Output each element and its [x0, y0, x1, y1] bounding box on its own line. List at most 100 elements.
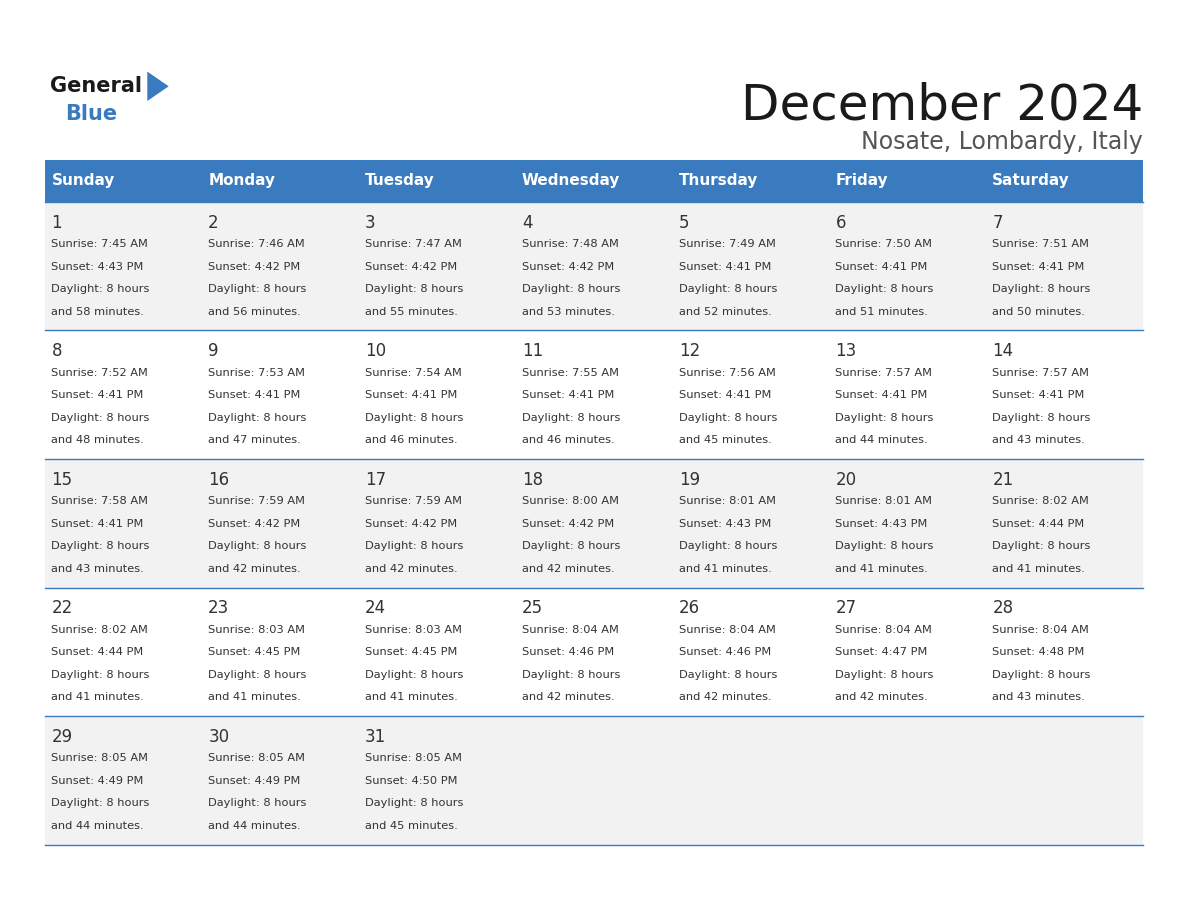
Text: and 41 minutes.: and 41 minutes.: [208, 692, 301, 702]
Text: and 41 minutes.: and 41 minutes.: [365, 692, 457, 702]
Text: 2: 2: [208, 214, 219, 231]
Text: Sunrise: 7:46 AM: Sunrise: 7:46 AM: [208, 240, 305, 249]
Text: Friday: Friday: [835, 174, 889, 188]
Text: Sunset: 4:46 PM: Sunset: 4:46 PM: [522, 647, 614, 657]
Text: Sunset: 4:44 PM: Sunset: 4:44 PM: [51, 647, 144, 657]
Text: and 41 minutes.: and 41 minutes.: [678, 564, 771, 574]
Text: Sunrise: 8:03 AM: Sunrise: 8:03 AM: [365, 625, 462, 634]
Text: Sunrise: 7:57 AM: Sunrise: 7:57 AM: [992, 368, 1089, 377]
Text: Sunrise: 7:59 AM: Sunrise: 7:59 AM: [208, 497, 305, 506]
Text: December 2024: December 2024: [740, 82, 1143, 129]
Text: 6: 6: [835, 214, 846, 231]
Text: Sunrise: 8:00 AM: Sunrise: 8:00 AM: [522, 497, 619, 506]
Polygon shape: [147, 72, 169, 101]
Text: 11: 11: [522, 342, 543, 360]
Text: 8: 8: [51, 342, 62, 360]
Text: 20: 20: [835, 471, 857, 488]
Text: Sunrise: 8:03 AM: Sunrise: 8:03 AM: [208, 625, 305, 634]
Text: and 47 minutes.: and 47 minutes.: [208, 435, 301, 445]
Text: Sunrise: 7:48 AM: Sunrise: 7:48 AM: [522, 240, 619, 249]
Text: Sunrise: 8:04 AM: Sunrise: 8:04 AM: [522, 625, 619, 634]
Text: Sunrise: 8:04 AM: Sunrise: 8:04 AM: [992, 625, 1089, 634]
Text: Sunset: 4:42 PM: Sunset: 4:42 PM: [522, 262, 614, 272]
Text: Daylight: 8 hours: Daylight: 8 hours: [365, 413, 463, 422]
Text: and 42 minutes.: and 42 minutes.: [522, 564, 614, 574]
Text: Sunrise: 8:05 AM: Sunrise: 8:05 AM: [208, 754, 305, 763]
Text: Sunset: 4:41 PM: Sunset: 4:41 PM: [992, 390, 1085, 400]
Text: Daylight: 8 hours: Daylight: 8 hours: [51, 413, 150, 422]
Text: Sunset: 4:47 PM: Sunset: 4:47 PM: [835, 647, 928, 657]
Text: 24: 24: [365, 599, 386, 617]
Text: Sunrise: 7:49 AM: Sunrise: 7:49 AM: [678, 240, 776, 249]
Text: Daylight: 8 hours: Daylight: 8 hours: [51, 542, 150, 551]
Text: and 41 minutes.: and 41 minutes.: [992, 564, 1085, 574]
Text: Daylight: 8 hours: Daylight: 8 hours: [51, 285, 150, 294]
Text: Daylight: 8 hours: Daylight: 8 hours: [835, 413, 934, 422]
Text: Sunset: 4:41 PM: Sunset: 4:41 PM: [678, 390, 771, 400]
Text: Sunset: 4:42 PM: Sunset: 4:42 PM: [365, 262, 457, 272]
Text: and 46 minutes.: and 46 minutes.: [365, 435, 457, 445]
Text: Thursday: Thursday: [678, 174, 758, 188]
Text: and 41 minutes.: and 41 minutes.: [51, 692, 144, 702]
Text: Sunset: 4:49 PM: Sunset: 4:49 PM: [208, 776, 301, 786]
Text: and 42 minutes.: and 42 minutes.: [208, 564, 301, 574]
Text: Sunset: 4:44 PM: Sunset: 4:44 PM: [992, 519, 1085, 529]
Text: and 46 minutes.: and 46 minutes.: [522, 435, 614, 445]
Text: Daylight: 8 hours: Daylight: 8 hours: [365, 799, 463, 808]
Text: 30: 30: [208, 728, 229, 745]
Text: Sunset: 4:43 PM: Sunset: 4:43 PM: [835, 519, 928, 529]
Text: Daylight: 8 hours: Daylight: 8 hours: [522, 413, 620, 422]
Text: 22: 22: [51, 599, 72, 617]
Text: Sunset: 4:42 PM: Sunset: 4:42 PM: [208, 262, 301, 272]
Text: Sunrise: 7:56 AM: Sunrise: 7:56 AM: [678, 368, 776, 377]
Bar: [45, 459, 1143, 588]
Text: Daylight: 8 hours: Daylight: 8 hours: [51, 799, 150, 808]
Text: Sunset: 4:41 PM: Sunset: 4:41 PM: [51, 390, 144, 400]
Text: Sunrise: 7:55 AM: Sunrise: 7:55 AM: [522, 368, 619, 377]
Text: Daylight: 8 hours: Daylight: 8 hours: [835, 542, 934, 551]
Text: Monday: Monday: [208, 174, 276, 188]
Text: Sunset: 4:45 PM: Sunset: 4:45 PM: [365, 647, 457, 657]
Text: Daylight: 8 hours: Daylight: 8 hours: [522, 542, 620, 551]
Text: Daylight: 8 hours: Daylight: 8 hours: [365, 670, 463, 679]
Text: Sunrise: 7:57 AM: Sunrise: 7:57 AM: [835, 368, 933, 377]
Text: Daylight: 8 hours: Daylight: 8 hours: [835, 670, 934, 679]
Text: and 44 minutes.: and 44 minutes.: [51, 821, 144, 831]
Text: and 53 minutes.: and 53 minutes.: [522, 307, 614, 317]
Text: 19: 19: [678, 471, 700, 488]
Text: 5: 5: [678, 214, 689, 231]
Text: and 45 minutes.: and 45 minutes.: [365, 821, 457, 831]
Text: Sunday: Sunday: [51, 174, 115, 188]
Text: Daylight: 8 hours: Daylight: 8 hours: [678, 413, 777, 422]
Text: and 52 minutes.: and 52 minutes.: [678, 307, 771, 317]
Text: Daylight: 8 hours: Daylight: 8 hours: [522, 670, 620, 679]
Text: 18: 18: [522, 471, 543, 488]
Text: Sunrise: 8:01 AM: Sunrise: 8:01 AM: [835, 497, 933, 506]
Text: Sunset: 4:41 PM: Sunset: 4:41 PM: [835, 390, 928, 400]
Text: 21: 21: [992, 471, 1013, 488]
Text: Sunrise: 7:58 AM: Sunrise: 7:58 AM: [51, 497, 148, 506]
Text: and 48 minutes.: and 48 minutes.: [51, 435, 144, 445]
Text: and 43 minutes.: and 43 minutes.: [992, 435, 1085, 445]
Text: 9: 9: [208, 342, 219, 360]
Text: Sunset: 4:50 PM: Sunset: 4:50 PM: [365, 776, 457, 786]
Text: Sunrise: 7:53 AM: Sunrise: 7:53 AM: [208, 368, 305, 377]
Text: Daylight: 8 hours: Daylight: 8 hours: [51, 670, 150, 679]
Text: Sunset: 4:41 PM: Sunset: 4:41 PM: [208, 390, 301, 400]
Text: Sunrise: 8:04 AM: Sunrise: 8:04 AM: [678, 625, 776, 634]
Text: Sunrise: 7:47 AM: Sunrise: 7:47 AM: [365, 240, 462, 249]
Text: Sunset: 4:42 PM: Sunset: 4:42 PM: [365, 519, 457, 529]
Text: and 58 minutes.: and 58 minutes.: [51, 307, 144, 317]
Text: Sunset: 4:48 PM: Sunset: 4:48 PM: [992, 647, 1085, 657]
Text: Sunrise: 8:05 AM: Sunrise: 8:05 AM: [51, 754, 148, 763]
Text: Sunset: 4:41 PM: Sunset: 4:41 PM: [522, 390, 614, 400]
Text: General: General: [50, 76, 141, 96]
Bar: [45, 588, 1143, 716]
Text: Daylight: 8 hours: Daylight: 8 hours: [992, 542, 1091, 551]
Text: Sunset: 4:41 PM: Sunset: 4:41 PM: [992, 262, 1085, 272]
Bar: [45, 330, 1143, 459]
Text: 12: 12: [678, 342, 700, 360]
Text: and 42 minutes.: and 42 minutes.: [835, 692, 928, 702]
Text: Sunset: 4:45 PM: Sunset: 4:45 PM: [208, 647, 301, 657]
Text: Blue: Blue: [65, 104, 118, 124]
